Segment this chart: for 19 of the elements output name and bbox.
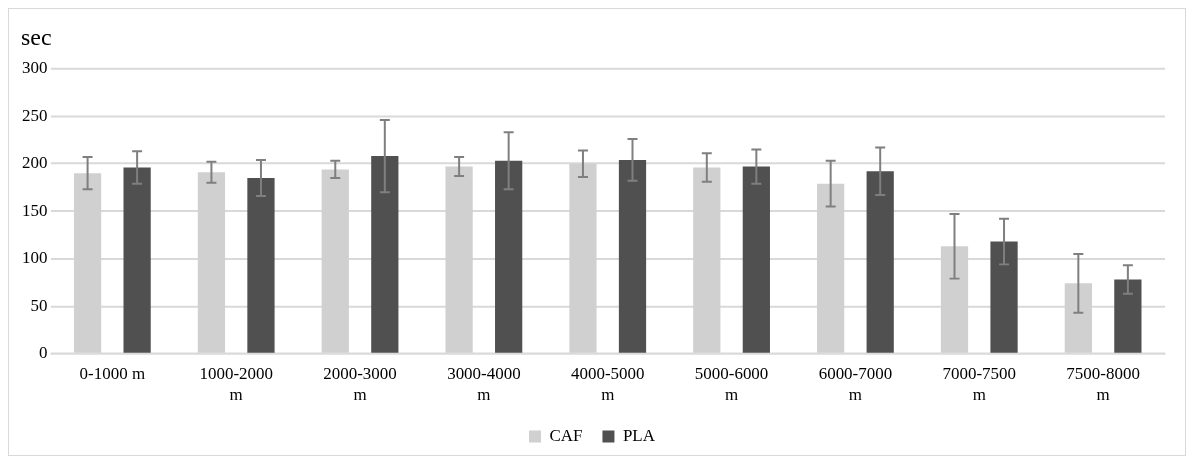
y-tick-label: 300 [21, 58, 48, 78]
y-tick-label: 150 [21, 200, 48, 220]
x-tick-label: 7000-7500 m [942, 364, 1017, 404]
y-tick-label: 0 [38, 343, 48, 363]
y-tick-label: 50 [30, 295, 48, 315]
legend-label: CAF [549, 426, 583, 446]
y-tick-label: 250 [21, 105, 48, 125]
x-tick-label: 4000-5000 m [570, 364, 645, 404]
y-tick-label: 200 [21, 153, 48, 173]
y-axis-title: sec [20, 24, 52, 51]
x-tick-label: 6000-7000 m [818, 364, 893, 404]
x-tick-label: 3000-4000 m [447, 364, 521, 404]
x-tick-label: 2000-3000 m [323, 364, 397, 404]
x-tick-label: 5000-6000 m [694, 364, 769, 404]
y-tick-label: 100 [21, 248, 48, 268]
x-tick-label: 7500-8000 m [1066, 364, 1140, 404]
legend-label: PLA [622, 426, 656, 446]
x-tick-label: 0-1000 m [79, 364, 146, 384]
x-tick-label: 1000-2000 m [199, 364, 273, 404]
